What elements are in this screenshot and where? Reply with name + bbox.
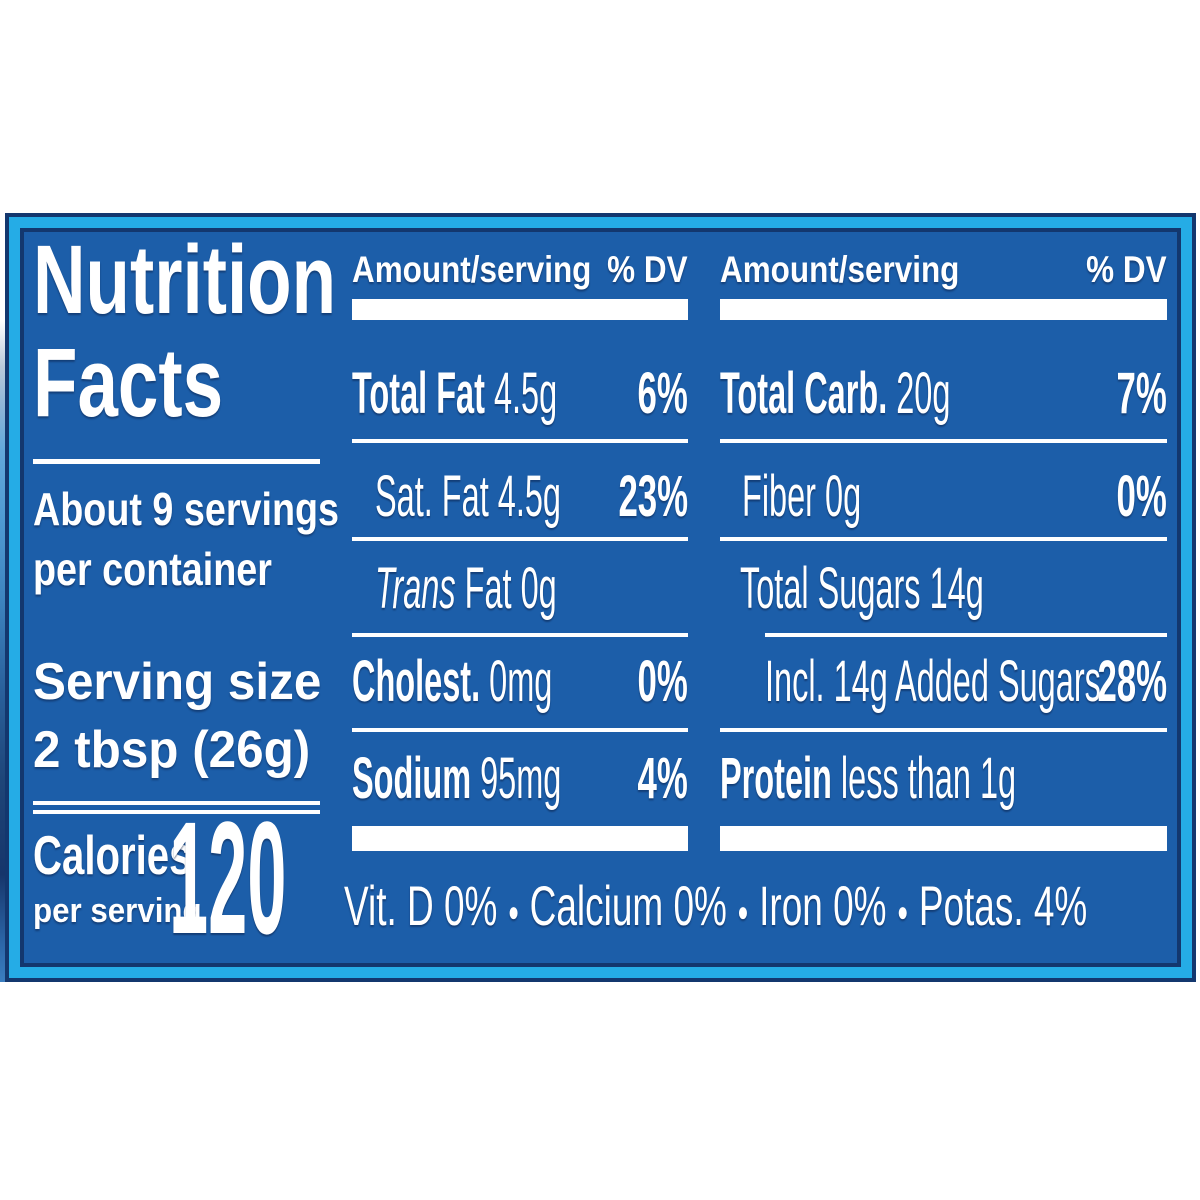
nutrient-dv: 28% [1097,649,1167,714]
calories-sublabel: per serving [33,892,202,930]
nutrient-amount: 95mg [471,746,562,811]
nutrient-row-fiber: Fiber 0g 0% [720,468,1167,528]
separator-line [720,728,1167,732]
label-light-blue-border: Nutrition Facts About 9 servings per con… [9,217,1192,978]
nutrient-row-cholesterol: Cholest. 0mg 0% [352,653,688,713]
amount-serving-heading: Amount/serving [720,249,960,290]
servings-line-1: About 9 servings [33,483,340,535]
vitamin-item-calcium: Calcium 0% [529,874,727,937]
separator-line-indented [765,633,1167,637]
serving-size-value: 2 tbsp (26g) [33,721,311,779]
nutrient-name-bold: Total Fat [352,361,485,426]
bullet-separator: ● [507,896,520,928]
separator-line [720,439,1167,443]
nutrition-facts-label: Nutrition Facts About 9 servings per con… [5,213,1196,982]
separator-line [352,439,688,443]
nutrient-dv: 0% [637,649,688,714]
separator-line [352,633,688,637]
nutrient-row-total-carb: Total Carb. 20g 7% [720,365,1167,425]
nutrient-dv: 23% [618,464,688,529]
nutrient-dv: 7% [1116,361,1167,426]
nutrient-row-protein: Protein less than 1g [720,750,1167,810]
nutrient-name-italic: Trans [375,556,456,621]
vitamin-item-iron: Iron 0% [759,874,887,937]
nutrient-dv: 6% [637,361,688,426]
nutrient-name-bold: Cholest. [352,649,481,714]
separator-line [352,537,688,541]
vitamin-item-vit-d: Vit. D 0% [344,874,498,937]
left-double-rule-top [33,801,320,805]
nutrient-row-sat-fat: Sat. Fat 4.5g 23% [352,468,688,528]
nutrient-row-total-sugars: Total Sugars 14g [720,560,1167,620]
servings-per-container: About 9 servings per container [33,479,406,599]
left-double-rule-bottom [33,810,320,814]
nutrient-row-added-sugars: Incl. 14g Added Sugars 28% [720,653,1167,713]
percent-dv-heading: % DV [1086,249,1167,290]
nutrient-amount: 20g [887,361,951,426]
bullet-separator: ● [897,896,909,928]
nutrient-dv: 0% [1116,464,1167,529]
calories-label: Calories [33,824,192,886]
label-title: Nutrition Facts [33,228,437,434]
separator-line [352,728,688,732]
right-header-bar [720,299,1167,320]
amount-serving-heading: Amount/serving [352,249,592,290]
title-line-1: Nutrition [33,225,337,334]
middle-column-header: Amount/serving % DV [352,251,688,311]
middle-footer-bar [352,826,688,851]
title-line-2: Facts [33,328,224,437]
serving-size-label: Serving size [33,653,322,711]
nutrient-name: Sat. Fat 4.5g [375,464,561,529]
nutrient-name-bold: Sodium [352,746,472,811]
bullet-separator: ● [737,896,749,928]
vitamin-item-potassium: Potas. 4% [918,874,1088,937]
label-panel: Nutrition Facts About 9 servings per con… [20,228,1181,967]
nutrient-row-sodium: Sodium 95mg 4% [352,750,688,810]
percent-dv-heading: % DV [607,249,688,290]
nutrient-dv: 4% [637,746,688,811]
nutrient-name: Fiber 0g [742,464,862,529]
nutrient-name: Incl. 14g Added Sugars [765,649,1101,714]
nutrient-name-bold: Total Carb. [720,361,888,426]
left-divider-1 [33,459,320,464]
middle-header-bar [352,299,688,320]
nutrient-row-trans-fat: Trans Fat 0g [352,560,688,620]
nutrient-amount: 4.5g [484,361,558,426]
nutrient-row-total-fat: Total Fat 4.5g 6% [352,365,688,425]
nutrient-amount: 0mg [480,649,553,714]
right-column-header: Amount/serving % DV [720,251,1167,311]
right-footer-bar [720,826,1167,851]
nutrient-amount: less than 1g [831,746,1017,811]
servings-line-2: per container [33,543,272,595]
nutrient-name: Fat 0g [455,556,557,621]
separator-line [720,537,1167,541]
background-photo-edge [0,213,6,982]
nutrient-name: Total Sugars 14g [740,556,984,621]
vitamins-minerals-line: Vit. D 0% ● Calcium 0% ● Iron 0% ● Potas. 4% [344,877,1200,941]
nutrient-name-bold: Protein [720,746,832,811]
calories-value: 120 [169,788,287,967]
serving-size: Serving size 2 tbsp (26g) [33,648,336,784]
